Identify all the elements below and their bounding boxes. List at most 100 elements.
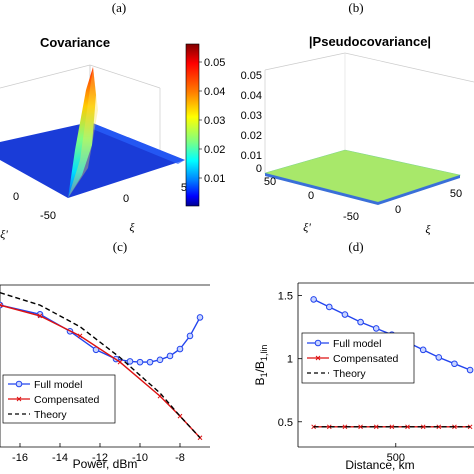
data-point-compensated bbox=[358, 424, 363, 430]
panel-d-letter: (d) bbox=[348, 239, 363, 254]
data-point-full-model bbox=[372, 325, 380, 332]
y-label-b: B bbox=[253, 377, 267, 385]
panel-a-letter: (a) bbox=[112, 0, 126, 15]
colorbar bbox=[185, 43, 200, 207]
data-point-full-model bbox=[156, 356, 164, 364]
panel-b-vertical-tick: 0.03 bbox=[241, 110, 262, 122]
panel-d-axes bbox=[297, 282, 474, 448]
legend-marker-compensated bbox=[16, 396, 22, 402]
panel-b-letter: (b) bbox=[348, 0, 363, 15]
panel-c-x-tick-label: -10 bbox=[132, 452, 148, 464]
legend-label-theory: Theory bbox=[34, 409, 67, 421]
legend-label-theory: Theory bbox=[333, 368, 366, 380]
data-point-compensated bbox=[420, 424, 426, 430]
panel-b-bottom-tick: 0 bbox=[395, 204, 401, 216]
covariance-ridge-shade bbox=[68, 67, 98, 198]
legend-label-compensated: Compensated bbox=[34, 394, 100, 406]
panel-a-title: Covariance bbox=[40, 35, 110, 50]
colorbar-tick-label: 0.01 bbox=[204, 173, 225, 185]
panel-d-y-tick-label: 1 bbox=[287, 354, 293, 366]
panel-b-frame-line bbox=[344, 52, 474, 83]
panel-d-y-tick-label: 1.5 bbox=[278, 291, 293, 303]
legend-marker-full-model bbox=[15, 380, 23, 388]
panel-b-title: |Pseudocovariance| bbox=[309, 34, 431, 49]
colorbar-tick-label: 0.05 bbox=[204, 57, 225, 69]
data-point-full-model bbox=[146, 358, 154, 366]
covariance-surface bbox=[0, 122, 185, 198]
panel-d-x-axis-label: Distance, km bbox=[345, 458, 414, 472]
pseudocovariance-surface bbox=[265, 150, 460, 202]
data-point-compensated bbox=[77, 333, 83, 339]
panel-a-bottom-axis-label: ξ bbox=[129, 220, 135, 234]
covariance-surface-highlight bbox=[90, 122, 185, 164]
panel-c-x-axis-label: Power, dBm bbox=[73, 457, 138, 471]
legend-marker-compensated bbox=[315, 355, 321, 361]
panel-d-y-axis-label: B1/B1,lin bbox=[253, 345, 269, 386]
data-point-compensated bbox=[389, 424, 395, 430]
series-line-theory bbox=[0, 292, 201, 439]
data-point-full-model bbox=[176, 345, 184, 353]
panel-c-legend: Full model Compensated Theory bbox=[2, 374, 116, 424]
data-point-compensated bbox=[436, 424, 442, 430]
data-point-compensated bbox=[37, 313, 43, 319]
panel-b-bottom-tick: 50 bbox=[450, 188, 462, 200]
data-point-full-model bbox=[466, 366, 474, 374]
panel-b-vertical-tick: 0.02 bbox=[241, 130, 262, 142]
data-point-full-model bbox=[341, 311, 349, 318]
panel-a-left-tick: 0 bbox=[13, 191, 19, 203]
panel-b-bottom-axis-label: ξ bbox=[425, 222, 431, 236]
panel-c-x-tick-label: -8 bbox=[175, 452, 185, 464]
legend-marker-full-model bbox=[314, 339, 322, 347]
panel-b: (b) |Pseudocovariance| 0.05 0.04 0.03 0.… bbox=[241, 0, 474, 236]
panel-c-letter: (c) bbox=[113, 239, 127, 254]
panel-c-axes bbox=[0, 284, 210, 448]
panel-a-bottom-tick: 0 bbox=[123, 193, 129, 205]
covariance-ridge bbox=[68, 67, 96, 198]
panel-c: (c) -16 -14 -12 -10 -8 Full model Compensate… bbox=[0, 239, 210, 471]
y-label-sub: 1 bbox=[259, 372, 269, 377]
panel-d-x-ticks: 500 bbox=[387, 443, 405, 464]
colorbar-tick-label: 0.02 bbox=[204, 144, 225, 156]
data-point-full-model bbox=[357, 318, 364, 326]
panel-a: (a) Covariance 0 -50 ξ' 0 50 ξ 0.05 0.04 bbox=[0, 0, 225, 241]
panel-c-x-ticks: -16 -14 -12 -10 -8 bbox=[12, 443, 185, 464]
panel-b-vertical-tick: 0.01 bbox=[241, 150, 262, 162]
data-point-full-model bbox=[435, 354, 443, 361]
y-label-sub2: 1,lin bbox=[259, 345, 269, 362]
panel-b-left-axis-label: ξ' bbox=[303, 220, 311, 234]
legend-label-full-model: Full model bbox=[34, 379, 82, 391]
data-point-compensated bbox=[405, 424, 410, 430]
colorbar-tick-label: 0.03 bbox=[204, 115, 225, 127]
data-point-full-model bbox=[166, 352, 174, 360]
data-point-full-model bbox=[136, 358, 144, 366]
panel-b-frame-line bbox=[264, 52, 346, 71]
panel-d-legend: Full model Compensated Theory bbox=[301, 332, 415, 384]
panel-b-left-tick: 0 bbox=[308, 190, 314, 202]
panel-b-vertical-tick: 0 bbox=[256, 163, 262, 175]
panel-b-left-tick: -50 bbox=[343, 211, 359, 223]
data-point-full-model bbox=[419, 346, 427, 354]
data-point-compensated bbox=[0, 302, 3, 308]
panel-d: (d) 0.5 1 1.5 500 Full model Compensated T… bbox=[253, 239, 474, 472]
data-point-compensated bbox=[117, 359, 123, 365]
data-point-compensated bbox=[373, 424, 379, 430]
data-point-compensated bbox=[326, 424, 332, 430]
pseudocovariance-edge bbox=[265, 173, 460, 205]
panel-d-y-ticks: 0.5 1 1.5 bbox=[278, 291, 302, 429]
data-point-full-model bbox=[126, 358, 134, 365]
panel-c-x-tick-label: -14 bbox=[52, 452, 68, 464]
panel-c-x-tick-label: -12 bbox=[92, 452, 108, 464]
colorbar-ticks: 0.05 0.04 0.03 0.02 0.01 bbox=[199, 57, 225, 185]
data-point-full-model bbox=[196, 314, 204, 321]
legend-label-full-model: Full model bbox=[333, 338, 381, 350]
panel-a-frame-line bbox=[0, 64, 91, 89]
panel-c-x-tick-label: -16 bbox=[12, 452, 28, 464]
panel-a-left-axis-label: ξ' bbox=[0, 227, 8, 241]
panel-d-y-tick-label: 0.5 bbox=[278, 417, 293, 429]
colorbar-tick-label: 0.04 bbox=[204, 86, 225, 98]
panel-d-x-tick-label: 500 bbox=[387, 452, 405, 464]
panel-b-vertical-tick: 0.05 bbox=[241, 70, 262, 82]
panel-a-frame-line bbox=[89, 64, 161, 89]
panel-c-series bbox=[0, 292, 204, 441]
